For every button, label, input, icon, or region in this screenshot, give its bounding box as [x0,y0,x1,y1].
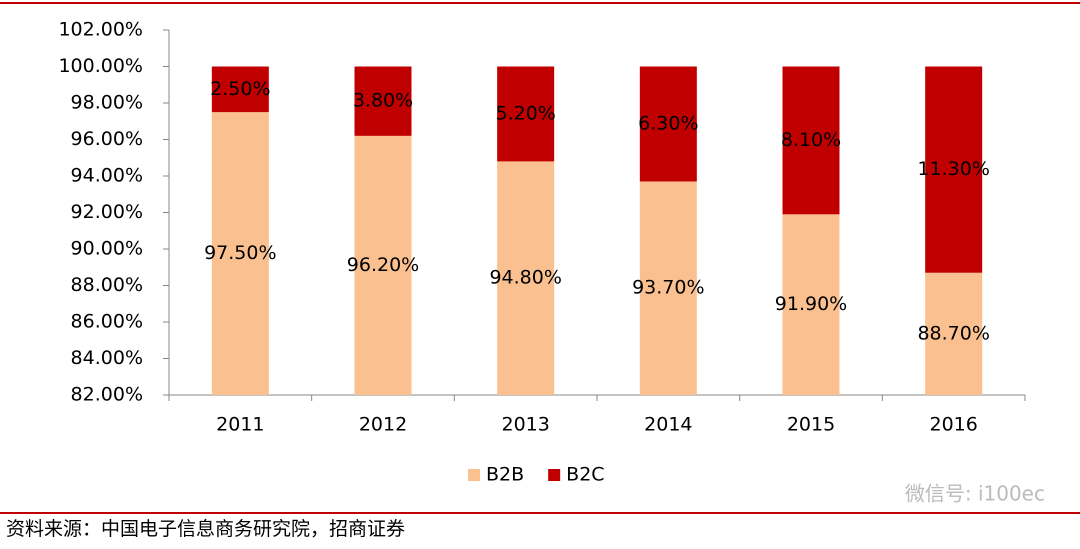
bar-segment [925,272,983,395]
data-label: 8.10% [781,129,841,151]
y-tick-label: 82.00% [71,384,143,406]
bar-segment [497,161,555,395]
bar-segment [639,181,697,395]
data-label: 94.80% [489,267,561,289]
data-label: 6.30% [638,112,698,134]
legend-swatch [548,469,561,481]
x-tick-label: 2015 [787,414,835,436]
data-label: 97.50% [204,242,276,264]
y-tick-label: 84.00% [71,347,143,369]
y-tick-label: 92.00% [71,201,143,223]
data-label: 2.50% [210,78,270,100]
bar-segment [497,66,555,162]
y-tick-label: 88.00% [71,274,143,296]
y-tick-label: 86.00% [71,311,143,333]
y-tick-label: 100.00% [58,55,143,77]
bar-segment [211,112,269,395]
y-tick-label: 96.00% [71,128,143,150]
x-tick-label: 2013 [501,414,549,436]
data-label: 96.20% [347,254,419,276]
data-label: 11.30% [917,158,989,180]
x-tick-label: 2011 [216,414,264,436]
bar-segment [782,66,840,215]
bar-segment [211,66,269,113]
data-label: 3.80% [353,90,413,112]
data-label: 93.70% [632,277,704,299]
bar-segment [639,66,697,182]
x-tick-label: 2016 [929,414,977,436]
legend-label: B2C [566,464,604,486]
bar-segment [354,66,412,136]
data-label: 5.20% [495,102,555,124]
y-tick-label: 90.00% [71,238,143,260]
bar-segment [925,66,983,273]
source: 资料来源：中国电子信息商务研究院，招商证券 [6,518,405,540]
data-label: 91.90% [775,293,847,315]
x-tick-label: 2014 [644,414,692,436]
x-tick-label: 2012 [359,414,407,436]
legend-label: B2B [486,464,524,486]
bar-segment [782,214,840,395]
legend-swatch [468,469,480,481]
bar-segment [354,135,412,395]
watermark: 微信号: i100ec [905,482,1045,506]
y-tick-label: 102.00% [58,19,143,41]
y-tick-label: 94.00% [71,165,143,187]
data-label: 88.70% [917,322,989,344]
y-tick-label: 98.00% [71,92,143,114]
